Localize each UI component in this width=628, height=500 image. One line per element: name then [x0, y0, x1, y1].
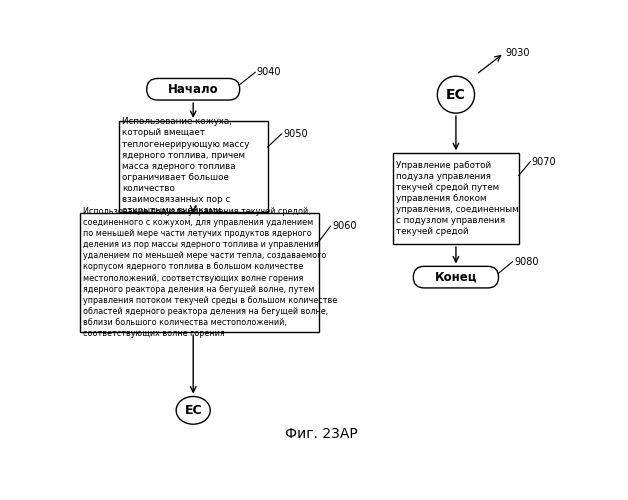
- Text: Использование подузла управления текучей средой,
соединенного с кожухом, для упр: Использование подузла управления текучей…: [83, 207, 337, 338]
- Bar: [119, 121, 268, 212]
- Ellipse shape: [176, 396, 210, 424]
- Text: ЕС: ЕС: [446, 88, 466, 102]
- Bar: [80, 213, 319, 332]
- Text: Управление работой
подузла управления
текучей средой путем
управления блоком
упр: Управление работой подузла управления те…: [396, 161, 519, 236]
- Text: Фиг. 23АР: Фиг. 23АР: [286, 427, 358, 441]
- Text: 9080: 9080: [514, 256, 539, 266]
- Bar: [393, 153, 519, 244]
- Text: Конец: Конец: [435, 270, 477, 283]
- Circle shape: [437, 76, 475, 113]
- FancyBboxPatch shape: [147, 78, 240, 100]
- Text: 9040: 9040: [257, 68, 281, 78]
- Text: 9070: 9070: [532, 156, 556, 166]
- Text: Использование кожуха,
который вмещает
теплогенерирующую массу
ядерного топлива, : Использование кожуха, который вмещает те…: [122, 118, 249, 215]
- Text: 9060: 9060: [332, 222, 357, 232]
- Text: ЕС: ЕС: [185, 404, 202, 417]
- Text: Начало: Начало: [168, 83, 219, 96]
- Text: 9030: 9030: [506, 48, 530, 58]
- FancyBboxPatch shape: [413, 266, 499, 288]
- Text: 9050: 9050: [283, 129, 308, 139]
